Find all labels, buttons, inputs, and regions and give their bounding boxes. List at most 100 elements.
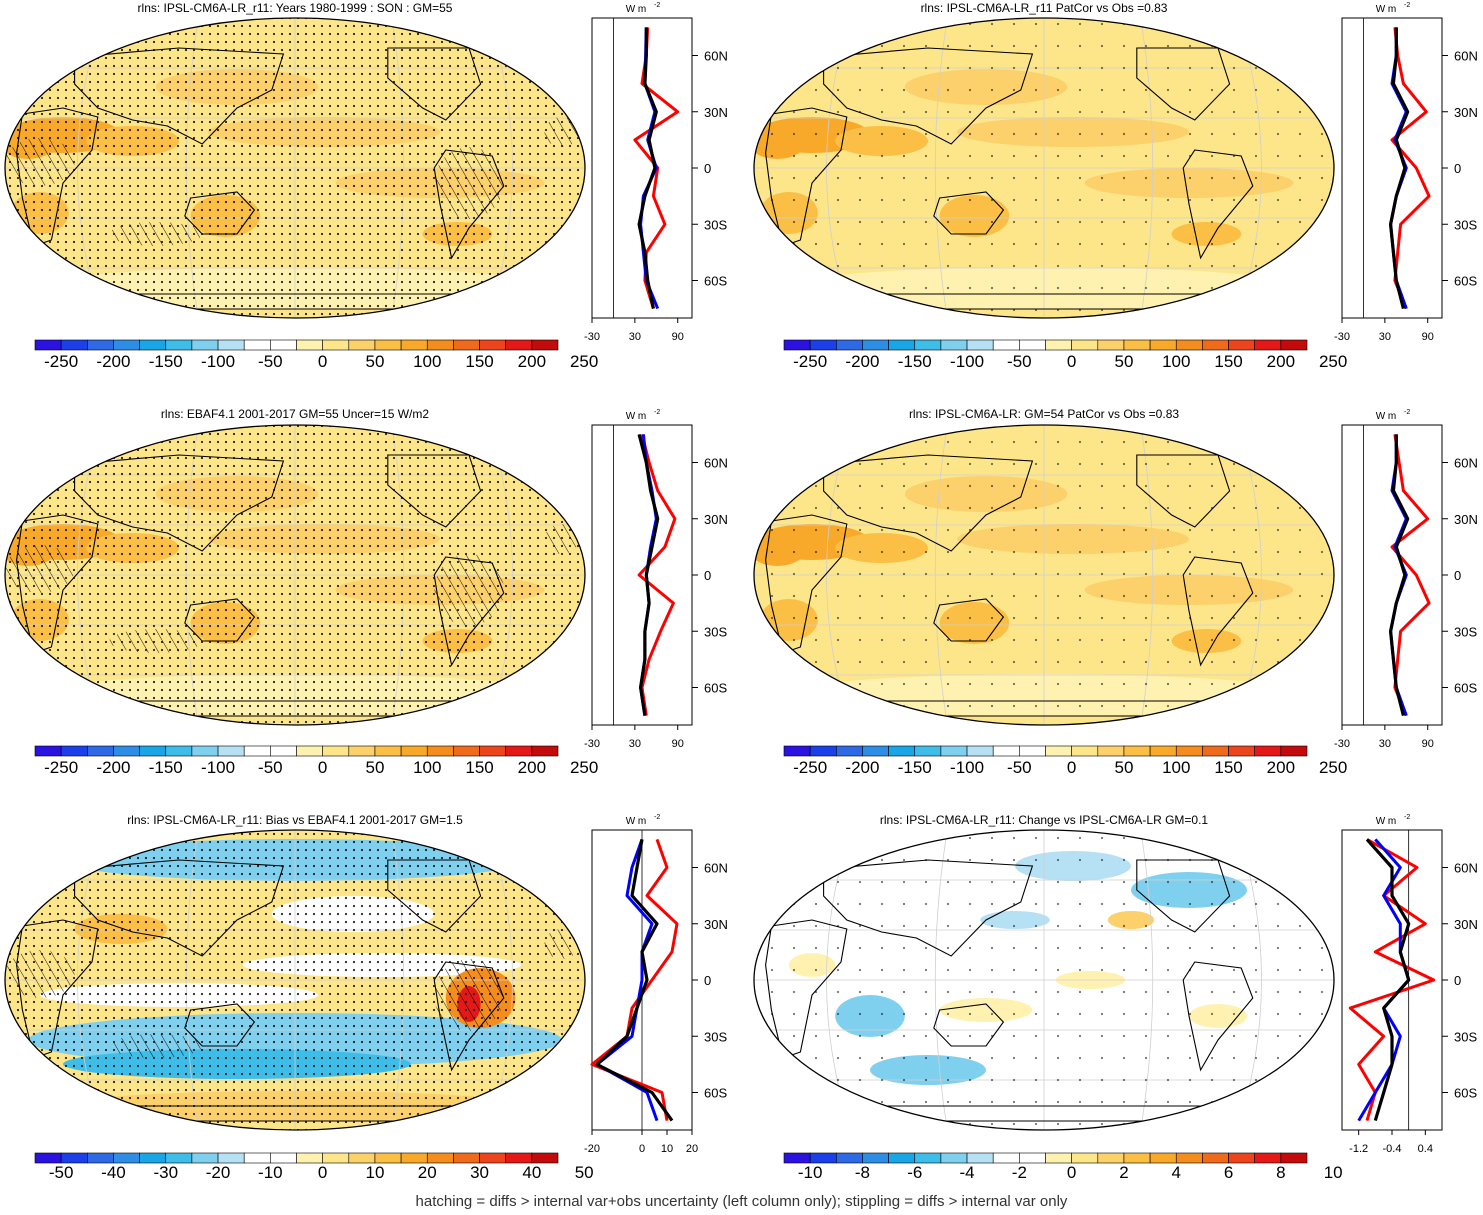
profile-unit-label: W m bbox=[626, 4, 647, 15]
colorbar-swatch bbox=[113, 1152, 140, 1164]
colorbar-tick-label: -8 bbox=[855, 1163, 870, 1182]
colorbar-swatch bbox=[139, 339, 167, 351]
profile-x-label: 10 bbox=[661, 1143, 673, 1155]
colorbar-swatch bbox=[992, 339, 1020, 351]
colorbar-swatch bbox=[835, 1152, 863, 1164]
profile-lat-label: 60S bbox=[1454, 681, 1477, 696]
profile-lat-label: 30S bbox=[704, 217, 727, 232]
profile-unit-label: W m bbox=[1376, 816, 1397, 827]
map-outline bbox=[4, 829, 586, 1131]
panel-title: rlns: IPSL-CM6A-LR_r11: Years 1980-1999 … bbox=[138, 1, 453, 15]
colorbar-swatch bbox=[1019, 1152, 1046, 1164]
profile-lat-label: 30N bbox=[1454, 917, 1478, 932]
colorbar-tick-label: -40 bbox=[101, 1163, 126, 1182]
colorbar-tick-label: 250 bbox=[570, 352, 598, 371]
profile-unit-label: W m bbox=[626, 411, 647, 422]
colorbar-tick-label: 40 bbox=[522, 1163, 541, 1182]
colorbar-5: -50 -40 -30 -20 -10 0 10 20 30 40 50 bbox=[34, 1152, 594, 1182]
colorbar-swatch bbox=[835, 339, 863, 351]
footer-caption-wrap: hatching = diffs > internal var+obs unce… bbox=[0, 1193, 1483, 1210]
colorbar-tick-label: 100 bbox=[413, 352, 441, 371]
profile-series-red bbox=[1348, 838, 1436, 1122]
zonal-profile-4: 60N 30N 0 30S 60S -30 30 90 W m -2 bbox=[1334, 409, 1478, 750]
panel-title: rlns: IPSL-CM6A-LR: GM=54 PatCor vs Obs … bbox=[909, 407, 1179, 421]
panel-title: rlns: IPSL-CM6A-LR_r11 PatCor vs Obs =0.… bbox=[921, 1, 1168, 15]
colorbar-swatch bbox=[1123, 745, 1151, 757]
profile-lat-label: 30S bbox=[704, 1029, 727, 1044]
hatching-overlay bbox=[434, 147, 504, 219]
profile-lat-label: 60N bbox=[704, 456, 728, 471]
colorbar-swatch bbox=[348, 745, 376, 757]
colorbar-swatch bbox=[531, 339, 559, 351]
profile-lat-label: 0 bbox=[704, 973, 711, 988]
colorbar-tick-label: 10 bbox=[1324, 1163, 1343, 1182]
colorbar-swatch bbox=[1045, 745, 1072, 757]
colorbar-swatch bbox=[966, 1152, 994, 1164]
colorbar-swatch bbox=[783, 745, 811, 757]
world-map-3 bbox=[4, 424, 586, 726]
colorbar-swatch bbox=[453, 339, 480, 351]
profile-lat-label: 30S bbox=[1454, 217, 1477, 232]
colorbar-swatch bbox=[1097, 339, 1125, 351]
colorbar-swatch bbox=[809, 1152, 837, 1164]
colorbar-tick-label: -50 bbox=[258, 758, 283, 777]
profile-series-black bbox=[1365, 838, 1411, 1122]
world-map-1 bbox=[4, 17, 586, 319]
colorbar-swatch bbox=[1228, 745, 1256, 757]
colorbar-swatch bbox=[1254, 745, 1282, 757]
profile-series-red bbox=[1390, 434, 1431, 717]
stippling-overlay bbox=[754, 830, 1334, 1130]
profile-frame bbox=[591, 17, 693, 319]
profile-lat-label: 60N bbox=[1454, 456, 1478, 471]
hatching-overlay bbox=[5, 138, 75, 186]
colorbar-swatch bbox=[165, 1152, 193, 1164]
colorbar-swatch bbox=[992, 1152, 1020, 1164]
colorbar-swatch bbox=[87, 1152, 114, 1164]
colorbar-swatch bbox=[505, 1152, 533, 1164]
colorbar-tick-label: -50 bbox=[258, 352, 283, 371]
colorbar-swatch bbox=[165, 745, 193, 757]
profile-x-label: 90 bbox=[672, 331, 684, 343]
colorbar-swatch bbox=[139, 1152, 167, 1164]
colorbar-tick-label: -150 bbox=[898, 758, 932, 777]
colorbar-tick-label: 0 bbox=[1067, 758, 1076, 777]
colorbar-tick-label: 100 bbox=[413, 758, 441, 777]
profile-unit-superscript: -2 bbox=[654, 814, 660, 821]
profile-x-label: -30 bbox=[584, 331, 600, 343]
colorbar-tick-label: -150 bbox=[149, 758, 183, 777]
colorbar-tick-label: -100 bbox=[201, 758, 235, 777]
hatching-overlay bbox=[434, 554, 504, 626]
profile-x-label: -0.4 bbox=[1383, 1143, 1402, 1155]
profile-x-label: 90 bbox=[672, 738, 684, 750]
colorbar-swatch bbox=[348, 1152, 376, 1164]
colorbar-swatch bbox=[322, 339, 350, 351]
colorbar-tick-label: 200 bbox=[518, 352, 546, 371]
profile-frame bbox=[1341, 17, 1443, 319]
zonal-profile-3: 60N 30N 0 30S 60S -30 30 90 W m -2 bbox=[584, 409, 728, 750]
colorbar-swatch bbox=[34, 1152, 62, 1164]
colorbar-swatch bbox=[505, 339, 533, 351]
colorbar-swatch bbox=[426, 1152, 454, 1164]
colorbar-swatch bbox=[270, 745, 297, 757]
colorbar-swatch bbox=[1228, 339, 1256, 351]
hatching-overlay bbox=[5, 545, 75, 593]
profile-lat-label: 60S bbox=[1454, 1086, 1477, 1101]
colorbar-tick-label: -200 bbox=[96, 352, 130, 371]
world-map-6 bbox=[753, 829, 1335, 1131]
colorbar-swatch bbox=[1228, 1152, 1256, 1164]
colorbar-tick-label: 150 bbox=[1214, 758, 1242, 777]
profile-lat-label: 30S bbox=[704, 624, 727, 639]
colorbar-4: -250 -200 -150 -100 -50 0 50 100 150 200 250 bbox=[783, 745, 1347, 777]
profile-lat-label: 60S bbox=[704, 1086, 727, 1101]
profile-lat-label: 60N bbox=[1454, 49, 1478, 64]
colorbar-swatch bbox=[940, 1152, 968, 1164]
colorbar-swatch bbox=[217, 745, 245, 757]
colorbar-swatch bbox=[1123, 339, 1151, 351]
colorbar-tick-label: 50 bbox=[365, 352, 384, 371]
hatching-overlay bbox=[544, 929, 580, 959]
colorbar-swatch bbox=[1175, 745, 1203, 757]
colorbar-tick-label: -100 bbox=[950, 758, 984, 777]
profile-lat-label: 30N bbox=[704, 917, 728, 932]
colorbar-swatch bbox=[426, 339, 454, 351]
